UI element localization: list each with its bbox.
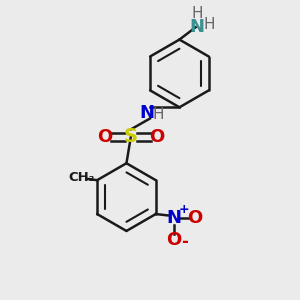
Text: O: O (188, 209, 203, 227)
Text: H: H (191, 6, 203, 21)
Text: N: N (139, 104, 154, 122)
Text: N: N (190, 18, 205, 36)
Text: CH₃: CH₃ (69, 171, 95, 184)
Text: H: H (152, 107, 164, 122)
Text: O: O (97, 128, 112, 146)
Text: O: O (149, 128, 164, 146)
Text: N: N (167, 209, 182, 227)
Text: S: S (124, 127, 138, 146)
Text: H: H (204, 17, 215, 32)
Text: +: + (178, 203, 189, 216)
Text: -: - (181, 233, 188, 251)
Text: O: O (167, 231, 182, 249)
